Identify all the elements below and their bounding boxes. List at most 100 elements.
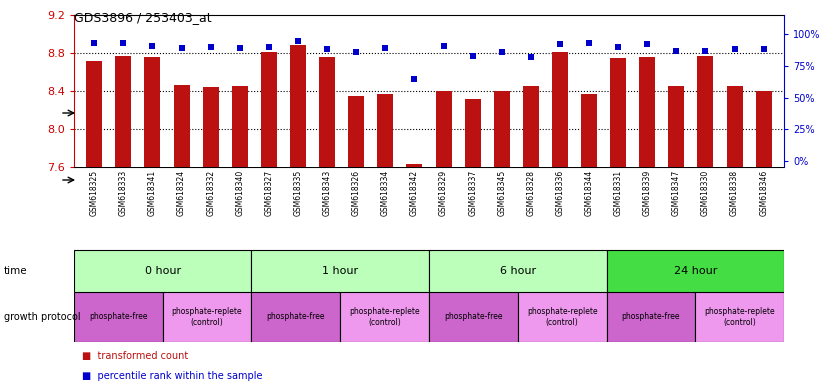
- Text: GSM618326: GSM618326: [351, 169, 360, 216]
- Text: phosphate-replete
(control): phosphate-replete (control): [349, 307, 420, 326]
- Text: 1 hour: 1 hour: [322, 266, 358, 276]
- Bar: [232, 86, 248, 167]
- Text: GSM618339: GSM618339: [643, 169, 652, 216]
- Bar: [173, 84, 190, 167]
- Bar: [465, 99, 480, 167]
- Text: GSM618337: GSM618337: [468, 169, 477, 216]
- Text: GSM618333: GSM618333: [119, 169, 128, 216]
- Bar: [74, 250, 251, 292]
- Bar: [86, 61, 103, 167]
- Text: ■  transformed count: ■ transformed count: [82, 351, 188, 361]
- Point: [146, 43, 159, 49]
- Text: GSM618342: GSM618342: [410, 169, 419, 216]
- Text: GSM618341: GSM618341: [148, 169, 157, 216]
- Point: [233, 45, 246, 51]
- Bar: [319, 57, 335, 167]
- Bar: [429, 292, 518, 342]
- Bar: [74, 292, 163, 342]
- Point: [612, 44, 625, 50]
- Bar: [290, 45, 306, 167]
- Bar: [640, 57, 655, 167]
- Point: [525, 54, 538, 60]
- Point: [437, 43, 450, 49]
- Point: [320, 46, 333, 53]
- Point: [699, 48, 712, 54]
- Bar: [493, 91, 510, 167]
- Text: phosphate-replete
(control): phosphate-replete (control): [172, 307, 242, 326]
- Point: [263, 44, 276, 50]
- Bar: [523, 86, 539, 167]
- Point: [553, 41, 566, 48]
- Point: [495, 49, 508, 55]
- Text: GSM618345: GSM618345: [498, 169, 507, 216]
- Text: GSM618344: GSM618344: [585, 169, 594, 216]
- Bar: [668, 86, 685, 167]
- Point: [757, 46, 770, 53]
- Text: phosphate-replete
(control): phosphate-replete (control): [704, 307, 775, 326]
- Bar: [435, 91, 452, 167]
- Point: [408, 76, 421, 82]
- Text: phosphate-free: phosphate-free: [621, 312, 680, 321]
- Bar: [261, 52, 277, 167]
- Text: growth protocol: growth protocol: [4, 312, 80, 322]
- Point: [728, 46, 741, 53]
- Text: phosphate-free: phosphate-free: [444, 312, 502, 321]
- Bar: [251, 292, 340, 342]
- Point: [88, 40, 101, 46]
- Text: ■  percentile rank within the sample: ■ percentile rank within the sample: [82, 371, 263, 381]
- Point: [582, 40, 595, 46]
- Text: GSM618334: GSM618334: [381, 169, 390, 216]
- Text: GSM618340: GSM618340: [236, 169, 245, 216]
- Bar: [203, 88, 218, 167]
- Point: [670, 48, 683, 54]
- Point: [117, 40, 130, 46]
- Bar: [607, 250, 784, 292]
- Text: phosphate-free: phosphate-free: [267, 312, 325, 321]
- Text: GSM618325: GSM618325: [89, 169, 99, 216]
- Bar: [607, 292, 695, 342]
- Bar: [698, 56, 713, 167]
- Text: 24 hour: 24 hour: [673, 266, 717, 276]
- Text: 0 hour: 0 hour: [144, 266, 181, 276]
- Text: GSM618329: GSM618329: [439, 169, 448, 216]
- Bar: [429, 250, 607, 292]
- Text: GSM618346: GSM618346: [759, 169, 768, 216]
- Bar: [251, 250, 429, 292]
- Bar: [116, 56, 131, 167]
- Point: [291, 38, 305, 44]
- Point: [350, 49, 363, 55]
- Text: GSM618327: GSM618327: [264, 169, 273, 216]
- Point: [204, 44, 218, 50]
- Bar: [610, 58, 626, 167]
- Point: [640, 41, 654, 48]
- Text: GSM618338: GSM618338: [730, 169, 739, 216]
- Bar: [144, 57, 160, 167]
- Text: GSM618331: GSM618331: [613, 169, 622, 216]
- Point: [378, 45, 392, 51]
- Bar: [518, 292, 607, 342]
- Bar: [755, 91, 772, 167]
- Bar: [378, 94, 393, 167]
- Bar: [581, 94, 597, 167]
- Bar: [552, 52, 568, 167]
- Text: GSM618332: GSM618332: [206, 169, 215, 216]
- Bar: [163, 292, 251, 342]
- Bar: [695, 292, 784, 342]
- Text: GSM618336: GSM618336: [556, 169, 565, 216]
- Point: [175, 45, 188, 51]
- Text: GSM618324: GSM618324: [177, 169, 186, 216]
- Text: phosphate-replete
(control): phosphate-replete (control): [527, 307, 598, 326]
- Text: GSM618330: GSM618330: [701, 169, 710, 216]
- Text: GDS3896 / 253403_at: GDS3896 / 253403_at: [74, 12, 212, 25]
- Bar: [406, 164, 423, 167]
- Text: 6 hour: 6 hour: [500, 266, 536, 276]
- Text: GSM618335: GSM618335: [293, 169, 302, 216]
- Text: GSM618343: GSM618343: [323, 169, 332, 216]
- Text: GSM618328: GSM618328: [526, 169, 535, 215]
- Bar: [727, 86, 742, 167]
- Text: GSM618347: GSM618347: [672, 169, 681, 216]
- Bar: [340, 292, 429, 342]
- Text: time: time: [4, 266, 28, 276]
- Bar: [348, 96, 365, 167]
- Point: [466, 53, 479, 59]
